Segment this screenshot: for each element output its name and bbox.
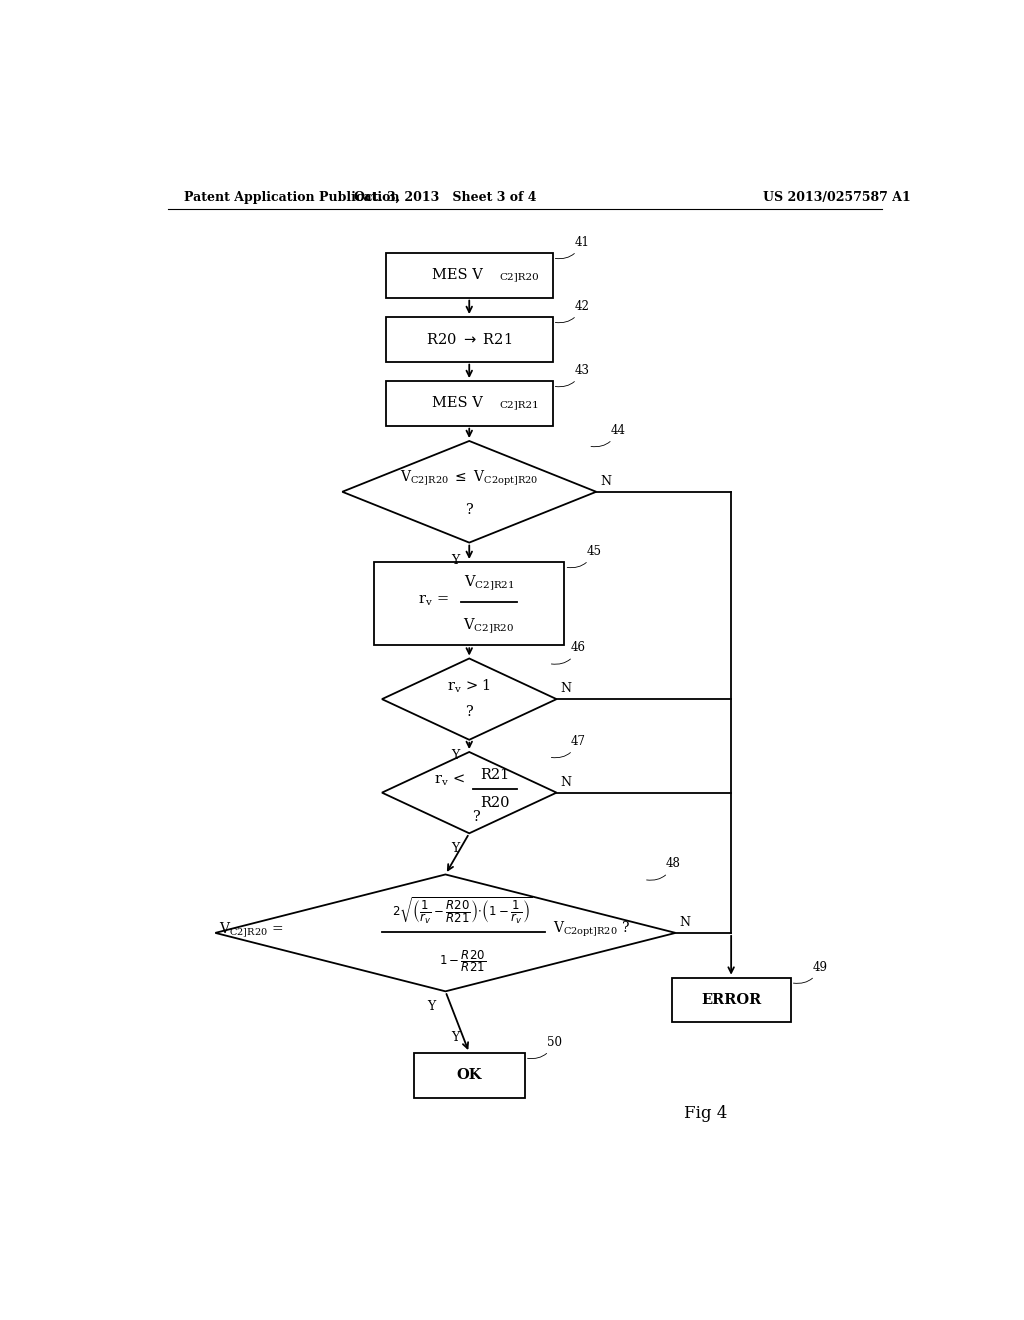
Text: V$_{\mathregular{C2]R20}}$: V$_{\mathregular{C2]R20}}$ <box>464 616 515 636</box>
Text: 44: 44 <box>591 424 626 446</box>
Text: MES V: MES V <box>432 268 482 282</box>
Text: Y: Y <box>451 842 459 855</box>
Text: V$_{\mathregular{C2]R20}}$ $\leq$ V$_{\mathregular{C2opt]R20}}$: V$_{\mathregular{C2]R20}}$ $\leq$ V$_{\m… <box>400 469 539 488</box>
Text: r$_{\mathregular{v}}$ <: r$_{\mathregular{v}}$ < <box>434 772 465 788</box>
Text: N: N <box>560 682 571 696</box>
Text: r$_{\mathregular{v}}$ =: r$_{\mathregular{v}}$ = <box>418 593 449 609</box>
Text: MES V: MES V <box>432 396 482 411</box>
Polygon shape <box>342 441 596 543</box>
Text: R20 $\rightarrow$ R21: R20 $\rightarrow$ R21 <box>426 331 512 347</box>
Text: $1 - \dfrac{R20}{R21}$: $1 - \dfrac{R20}{R21}$ <box>439 949 486 974</box>
Text: ?: ? <box>472 810 479 824</box>
Text: Patent Application Publication: Patent Application Publication <box>183 190 399 203</box>
Text: 41: 41 <box>555 236 590 259</box>
Text: V$_{\mathregular{C2]R20}}$ =: V$_{\mathregular{C2]R20}}$ = <box>219 920 284 940</box>
Text: 43: 43 <box>555 364 590 387</box>
Text: OK: OK <box>457 1068 482 1082</box>
Text: V$_{\mathregular{C2]R21}}$: V$_{\mathregular{C2]R21}}$ <box>464 573 514 593</box>
Polygon shape <box>382 659 557 739</box>
Bar <box>414 1053 524 1097</box>
Text: N: N <box>600 475 611 488</box>
Text: R21: R21 <box>480 768 509 783</box>
Text: Y: Y <box>451 1031 459 1044</box>
Text: ?: ? <box>465 705 473 719</box>
Text: 49: 49 <box>794 961 827 983</box>
Text: N: N <box>680 916 690 929</box>
Text: ?: ? <box>465 503 473 517</box>
Text: US 2013/0257587 A1: US 2013/0257587 A1 <box>763 190 910 203</box>
Text: C2]R20: C2]R20 <box>500 272 540 281</box>
Text: C2]R21: C2]R21 <box>500 400 540 409</box>
Text: 45: 45 <box>567 545 602 568</box>
Text: 47: 47 <box>551 735 586 758</box>
Polygon shape <box>382 752 557 833</box>
Text: Y: Y <box>451 554 459 568</box>
Text: Fig 4: Fig 4 <box>684 1105 727 1122</box>
Text: 50: 50 <box>527 1036 562 1059</box>
Bar <box>386 253 553 297</box>
Text: Oct. 3, 2013   Sheet 3 of 4: Oct. 3, 2013 Sheet 3 of 4 <box>354 190 537 203</box>
Bar <box>386 381 553 426</box>
Text: ERROR: ERROR <box>701 993 761 1007</box>
Text: Y: Y <box>451 748 459 762</box>
Bar <box>386 317 553 362</box>
Text: 42: 42 <box>555 300 590 322</box>
Text: r$_{\mathregular{v}}$ > 1: r$_{\mathregular{v}}$ > 1 <box>447 677 492 694</box>
Polygon shape <box>215 874 676 991</box>
Text: N: N <box>560 776 571 789</box>
Text: $2\sqrt{\left(\dfrac{1}{r_v}-\dfrac{R20}{R21}\right)\!\cdot\!\left(1-\dfrac{1}{r: $2\sqrt{\left(\dfrac{1}{r_v}-\dfrac{R20}… <box>392 895 534 925</box>
Bar <box>374 562 564 645</box>
Text: 48: 48 <box>646 857 681 880</box>
Bar <box>672 978 791 1022</box>
Text: 46: 46 <box>551 642 586 664</box>
Text: V$_{\mathregular{C2opt]R20}}$ ?: V$_{\mathregular{C2opt]R20}}$ ? <box>553 920 630 940</box>
Text: Y: Y <box>427 1001 435 1012</box>
Text: R20: R20 <box>480 796 509 809</box>
